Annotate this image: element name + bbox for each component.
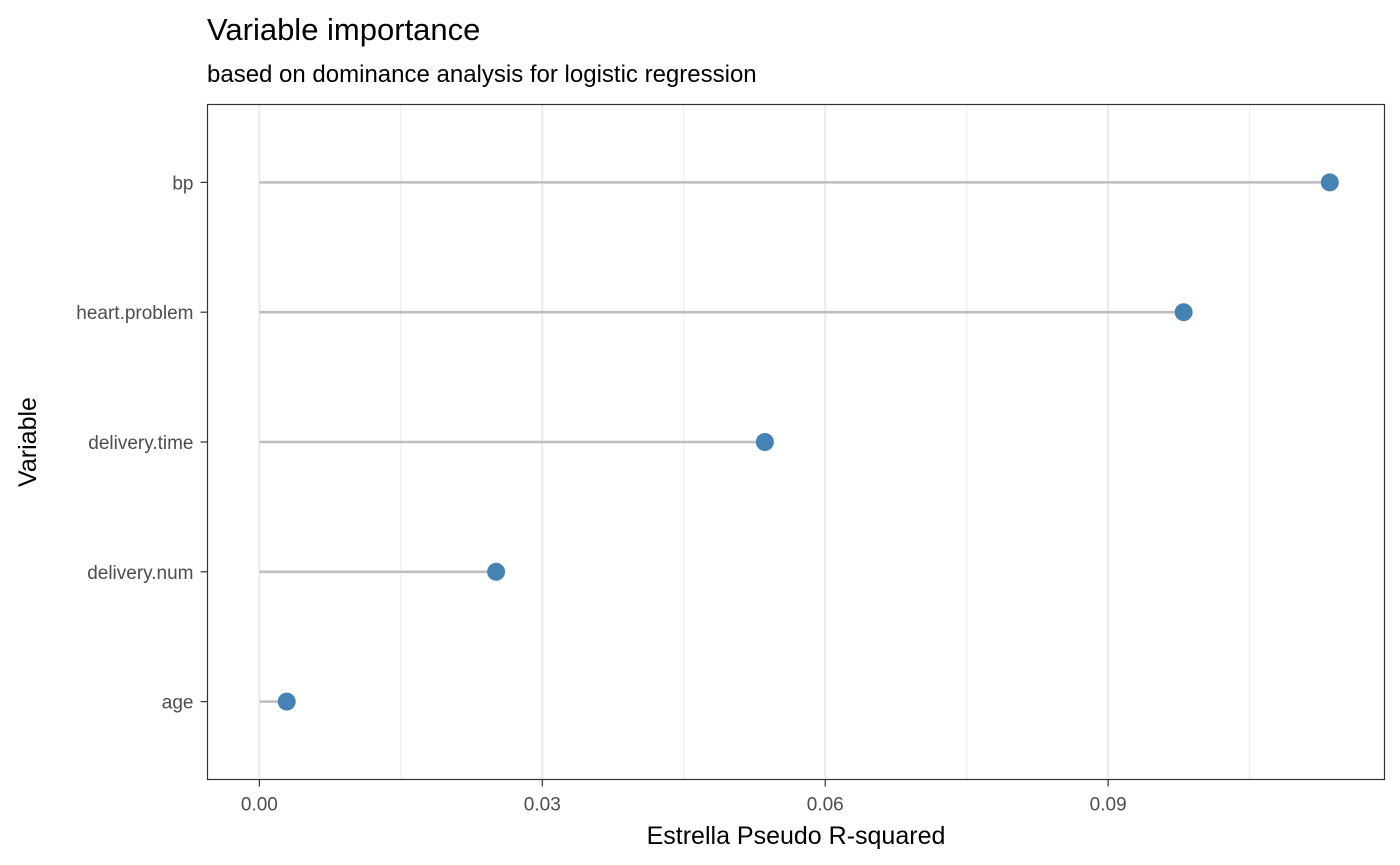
x-tick-label: 0.03 <box>524 795 561 816</box>
x-tick-label: 0.00 <box>241 795 278 816</box>
lollipop-point <box>1174 303 1193 322</box>
lollipop-point <box>487 562 506 581</box>
y-tick-label: heart.problem <box>76 303 193 324</box>
y-tick-label: bp <box>172 173 193 194</box>
chart-subtitle: based on dominance analysis for logistic… <box>207 61 757 88</box>
x-axis: 0.00 0.03 0.06 0.09 <box>241 779 1127 816</box>
y-tick-label: delivery.num <box>87 563 193 584</box>
chart-title: Variable importance <box>207 12 480 47</box>
lollipop-point <box>755 433 774 451</box>
y-axis: bp heart.problem delivery.time delivery.num… <box>76 173 208 714</box>
x-tick-label: 0.06 <box>807 795 844 816</box>
lollipop-point <box>1320 173 1339 192</box>
lollipop-stems <box>259 181 1330 703</box>
x-axis-title: Estrella Pseudo R-squared <box>647 822 946 850</box>
lollipop-point <box>277 692 296 711</box>
y-tick-label: delivery.time <box>88 433 193 454</box>
x-tick-label: 0.09 <box>1090 795 1127 816</box>
y-tick-label: age <box>162 693 194 714</box>
lollipop-points <box>277 173 1339 711</box>
y-axis-title: Variable <box>14 397 42 487</box>
